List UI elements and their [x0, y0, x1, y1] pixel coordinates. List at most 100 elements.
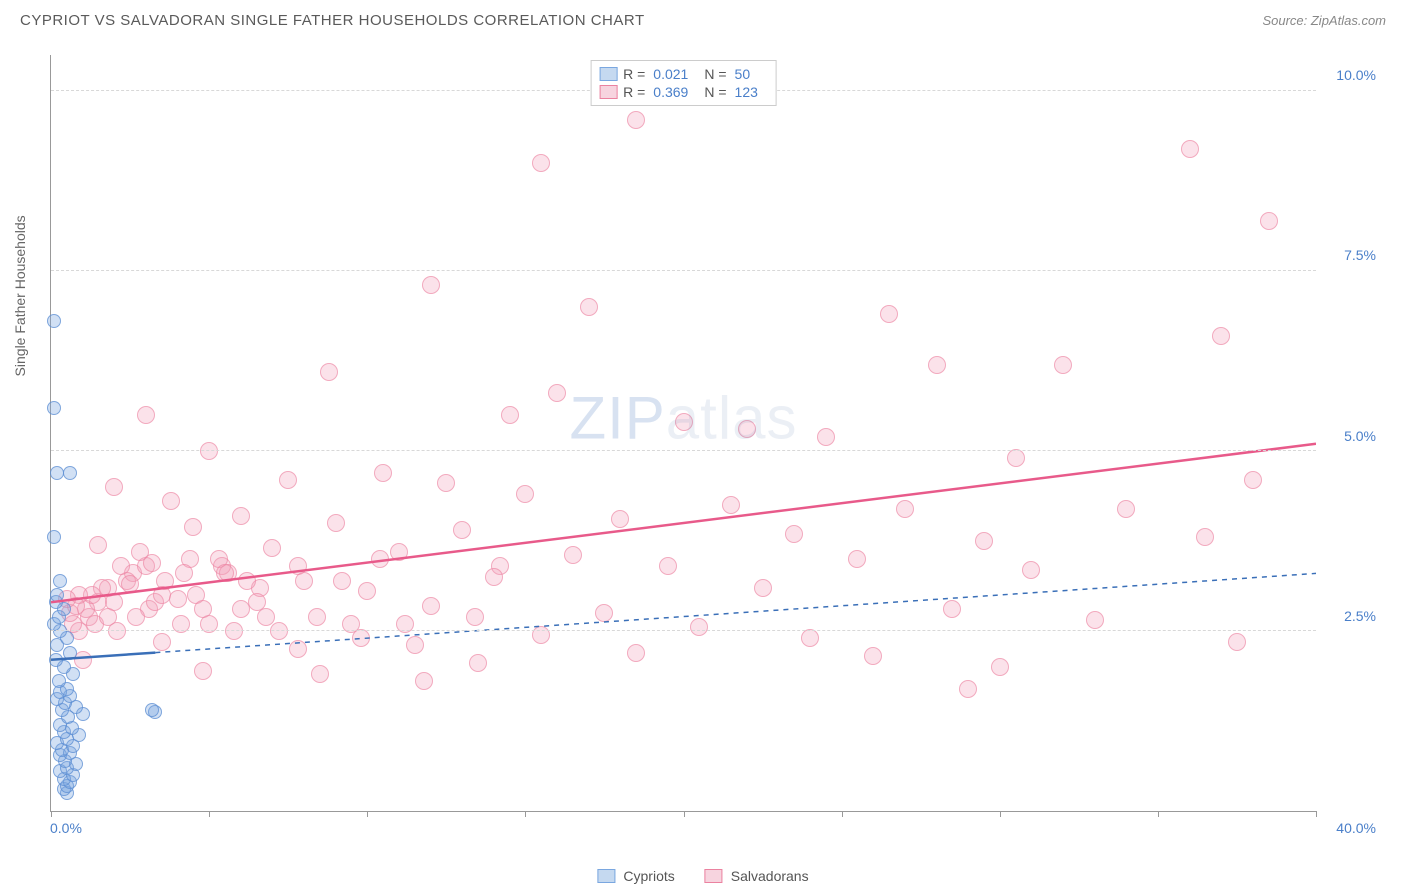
data-point	[532, 626, 550, 644]
chart-title: CYPRIOT VS SALVADORAN SINGLE FATHER HOUS…	[20, 12, 645, 29]
x-tick	[51, 811, 52, 817]
data-point	[817, 428, 835, 446]
data-point	[1117, 500, 1135, 518]
grid-line	[51, 270, 1316, 271]
data-point	[1086, 611, 1104, 629]
data-point	[785, 525, 803, 543]
legend-n-label: N =	[704, 66, 726, 82]
data-point	[564, 546, 582, 564]
data-point	[1181, 140, 1199, 158]
data-point	[248, 593, 266, 611]
x-tick-label: 0.0%	[50, 820, 82, 836]
data-point	[320, 363, 338, 381]
data-point	[1228, 633, 1246, 651]
data-point	[595, 604, 613, 622]
data-point	[225, 622, 243, 640]
data-point	[548, 384, 566, 402]
data-point	[105, 478, 123, 496]
legend-n-value-salvadorans: 123	[735, 84, 758, 100]
data-point	[1260, 212, 1278, 230]
legend-item-cypriots: Cypriots	[597, 868, 674, 884]
data-point	[406, 636, 424, 654]
legend-row-salvadorans: R = 0.369 N = 123	[599, 83, 768, 101]
legend-r-value-salvadorans: 0.369	[653, 84, 688, 100]
data-point	[143, 554, 161, 572]
data-point	[194, 600, 212, 618]
data-point	[137, 406, 155, 424]
data-point	[880, 305, 898, 323]
data-point	[722, 496, 740, 514]
data-point	[516, 485, 534, 503]
data-point	[238, 572, 256, 590]
data-point	[415, 672, 433, 690]
legend-n-label: N =	[704, 84, 726, 100]
data-point	[975, 532, 993, 550]
legend-swatch-salvadorans-icon	[705, 869, 723, 883]
data-point	[371, 550, 389, 568]
data-point	[216, 564, 234, 582]
y-tick-label: 10.0%	[1336, 67, 1376, 83]
data-point	[145, 703, 159, 717]
data-point	[89, 536, 107, 554]
data-point	[754, 579, 772, 597]
grid-line	[51, 630, 1316, 631]
legend-item-salvadorans: Salvadorans	[705, 868, 809, 884]
legend-r-label: R =	[623, 84, 645, 100]
data-point	[501, 406, 519, 424]
data-point	[63, 466, 77, 480]
x-tick	[525, 811, 526, 817]
data-point	[422, 276, 440, 294]
data-point	[1212, 327, 1230, 345]
y-tick-label: 2.5%	[1344, 608, 1376, 624]
data-point	[738, 420, 756, 438]
data-point	[627, 111, 645, 129]
data-point	[311, 665, 329, 683]
trend-line-extension	[155, 573, 1316, 652]
legend-swatch-salvadorans	[599, 85, 617, 99]
data-point	[175, 564, 193, 582]
legend-label-cypriots: Cypriots	[623, 868, 674, 884]
data-point	[659, 557, 677, 575]
data-point	[52, 674, 66, 688]
data-point	[1054, 356, 1072, 374]
data-point	[801, 629, 819, 647]
data-point	[289, 640, 307, 658]
data-point	[580, 298, 598, 316]
series-legend: Cypriots Salvadorans	[597, 868, 808, 884]
data-point	[63, 646, 77, 660]
data-point	[943, 600, 961, 618]
data-point	[232, 507, 250, 525]
data-point	[53, 574, 67, 588]
data-point	[153, 633, 171, 651]
data-point	[466, 608, 484, 626]
data-point	[50, 588, 64, 602]
data-point	[469, 654, 487, 672]
legend-n-value-cypriots: 50	[735, 66, 751, 82]
data-point	[690, 618, 708, 636]
data-point	[127, 608, 145, 626]
data-point	[47, 314, 61, 328]
data-point	[49, 653, 63, 667]
data-point	[627, 644, 645, 662]
x-tick	[209, 811, 210, 817]
source-attribution: Source: ZipAtlas.com	[1262, 13, 1386, 28]
data-point	[295, 572, 313, 590]
data-point	[200, 442, 218, 460]
data-point	[422, 597, 440, 615]
data-point	[47, 530, 61, 544]
grid-line	[51, 450, 1316, 451]
x-tick-label: 40.0%	[1336, 820, 1376, 836]
plot-area: ZIPatlas R = 0.021 N = 50 R = 0.369 N = …	[50, 55, 1316, 812]
correlation-legend: R = 0.021 N = 50 R = 0.369 N = 123	[590, 60, 777, 106]
data-point	[1196, 528, 1214, 546]
legend-row-cypriots: R = 0.021 N = 50	[599, 65, 768, 83]
data-point	[279, 471, 297, 489]
data-point	[112, 557, 130, 575]
data-point	[99, 608, 117, 626]
chart-container: Single Father Households ZIPatlas R = 0.…	[50, 55, 1386, 842]
legend-r-label: R =	[623, 66, 645, 82]
legend-swatch-cypriots-icon	[597, 869, 615, 883]
x-tick	[1316, 811, 1317, 817]
trend-lines	[51, 55, 1316, 811]
data-point	[47, 401, 61, 415]
